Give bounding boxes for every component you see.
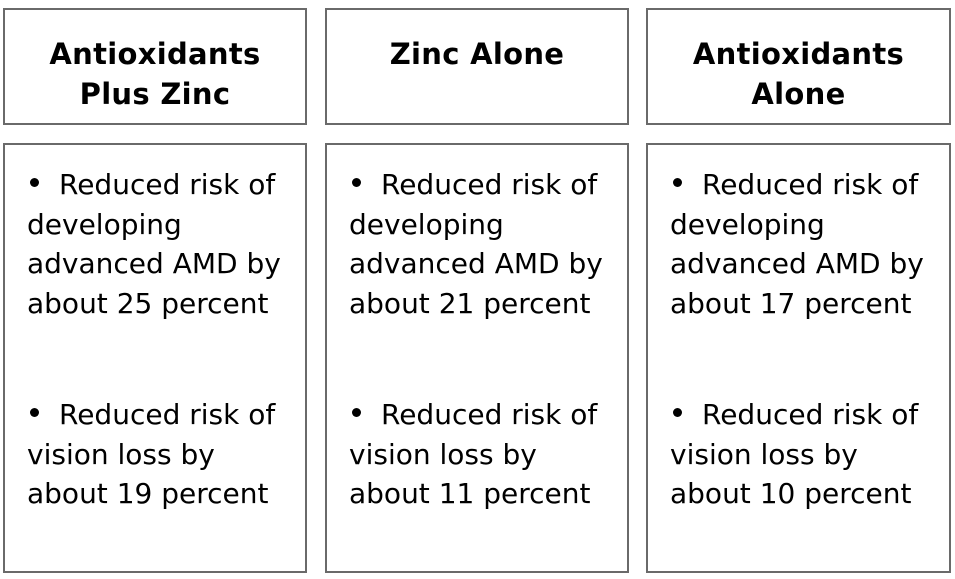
bullet-text: Reduced risk of developing advanced AMD … <box>27 168 281 320</box>
column-title: Zinc Alone <box>390 34 565 74</box>
bullet-icon <box>673 407 682 417</box>
bullet-text: Reduced risk of developing advanced AMD … <box>670 168 924 320</box>
bullet-item: Reduced risk of vision loss by about 10 … <box>670 395 935 514</box>
bullet-icon <box>673 177 682 187</box>
bullet-icon <box>352 177 361 187</box>
column-header-antioxidants-plus-zinc: Antioxidants Plus Zinc <box>3 8 307 125</box>
bullet-icon <box>30 177 39 187</box>
bullet-item: Reduced risk of vision loss by about 11 … <box>349 395 614 514</box>
column-header-antioxidants-alone: Antioxidants Alone <box>646 8 951 125</box>
bullet-item: Reduced risk of developing advanced AMD … <box>670 165 935 323</box>
bullet-item: Reduced risk of developing advanced AMD … <box>27 165 292 323</box>
column-body-antioxidants-alone: Reduced risk of developing advanced AMD … <box>646 143 951 573</box>
bullet-text: Reduced risk of vision loss by about 10 … <box>670 398 919 510</box>
column-title-line-2: Alone <box>751 77 846 111</box>
bullet-icon <box>30 407 39 417</box>
column-header-zinc-alone: Zinc Alone <box>325 8 629 125</box>
bullet-item: Reduced risk of developing advanced AMD … <box>349 165 614 323</box>
column-body-antioxidants-plus-zinc: Reduced risk of developing advanced AMD … <box>3 143 307 573</box>
column-title: Antioxidants Alone <box>693 34 904 114</box>
bullet-item: Reduced risk of vision loss by about 19 … <box>27 395 292 514</box>
column-title-line-2: Plus Zinc <box>79 77 231 111</box>
column-title: Antioxidants Plus Zinc <box>49 34 260 114</box>
column-title-line-1: Zinc Alone <box>389 37 565 71</box>
column-title-line-1: Antioxidants <box>692 37 905 71</box>
bullet-text: Reduced risk of vision loss by about 11 … <box>349 398 598 510</box>
bullet-icon <box>352 407 361 417</box>
column-title-line-1: Antioxidants <box>49 37 261 71</box>
column-body-zinc-alone: Reduced risk of developing advanced AMD … <box>325 143 629 573</box>
bullet-text: Reduced risk of developing advanced AMD … <box>349 168 603 320</box>
bullet-text: Reduced risk of vision loss by about 19 … <box>27 398 276 510</box>
